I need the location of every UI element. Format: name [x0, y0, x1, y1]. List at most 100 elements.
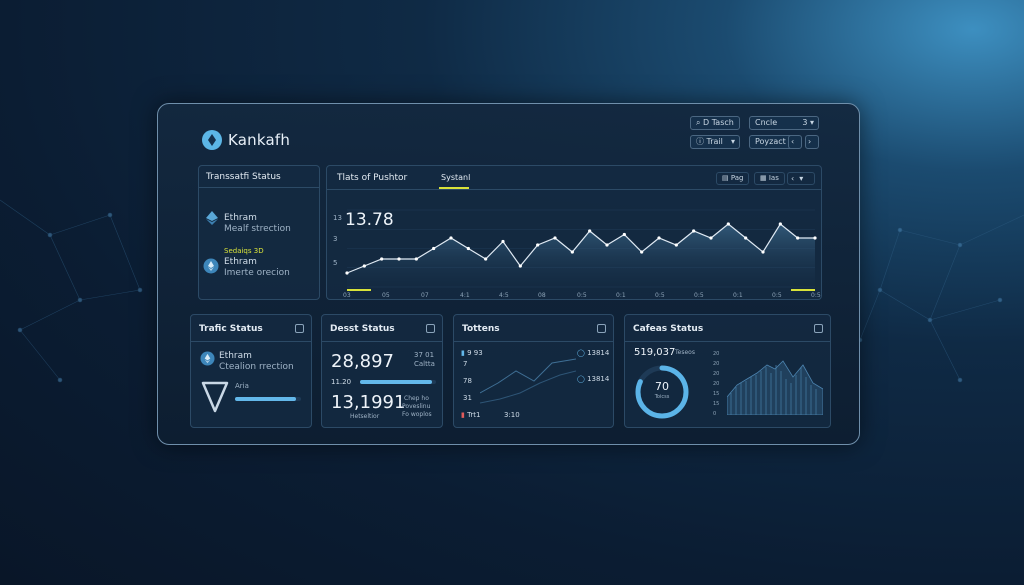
data-point	[657, 236, 661, 240]
search-button[interactable]: ⌕ D Tasch	[690, 116, 740, 130]
data-point	[432, 246, 436, 251]
ias-button[interactable]: ▦ Ias	[754, 172, 785, 185]
card-header	[199, 166, 319, 188]
x-tick-label: 4:1	[460, 292, 470, 299]
tokens-label: ▮ 9 93	[461, 349, 483, 357]
cncle-label: Cncle	[755, 118, 778, 127]
tokens-card: Tottens ▮ 9 93 7 78 31 ◯ 13814 ◯ 13814 ▮…	[453, 314, 614, 428]
dest-value-sub: Hetseltior	[350, 413, 380, 420]
tokens-line-chart	[480, 358, 576, 404]
cards-total: 519,037	[634, 347, 676, 358]
tokens-legend: ◯ 13814	[577, 375, 610, 383]
brand-logo-icon	[202, 130, 222, 150]
pag-label: Pag	[730, 174, 744, 182]
card-title: Cafeas Status	[633, 324, 704, 334]
chart-nav[interactable]: ‹ ▾	[787, 172, 815, 185]
dest-side-note: Chep ho	[404, 395, 429, 402]
data-point	[778, 222, 782, 226]
card-title: Trafic Status	[199, 324, 263, 334]
chevron-left-icon: ‹	[791, 137, 795, 146]
card-title: Transsatfi Status	[206, 172, 281, 182]
circle-icon: ◯	[577, 375, 588, 383]
x-tick-label: 0:5	[577, 292, 587, 299]
cards-y-axis: 20 20 20 20 15 15 0	[713, 351, 725, 417]
cncle-value: 3 ▾	[802, 118, 814, 127]
data-point	[570, 250, 574, 254]
data-point	[484, 257, 488, 261]
x-tick-label: 0:5	[811, 292, 821, 299]
tab-pushtor[interactable]: Tlats of Pushtor	[337, 173, 408, 183]
dest-status-card: Desst Status 28,897 37 01 Caltta 11.20 1…	[321, 314, 443, 428]
y-tick: 13	[333, 214, 342, 222]
tokens-label: 31	[463, 394, 472, 402]
y-tick-label: 0	[713, 411, 717, 417]
trail-dropdown[interactable]: ⓘ Trail ▾	[690, 135, 740, 149]
donut-sub: Toicss	[654, 394, 670, 400]
chevron-down-icon[interactable]: ▾	[799, 174, 804, 183]
chevron-left-icon[interactable]: ‹	[791, 174, 795, 183]
traffic-status-card: Trafic Status Ethram Ctealion rrection A…	[190, 314, 312, 428]
chart-current-value: 13.78	[345, 210, 394, 230]
dest-side-note: Fo woplos	[402, 411, 432, 418]
x-tick-label: 4:5	[499, 292, 509, 299]
data-point	[362, 264, 366, 268]
brand-name: Kankafh	[228, 131, 291, 149]
data-point	[518, 264, 522, 268]
data-point	[796, 236, 800, 240]
cards-total-sub: Teseos	[675, 349, 695, 356]
asset-name: Ethram	[224, 213, 257, 223]
asset-sub: Ctealion rrection	[219, 362, 294, 372]
page-icon: ▤	[722, 174, 731, 182]
card-title: Tottens	[462, 324, 500, 334]
data-point	[744, 236, 748, 240]
tokens-label: 7	[463, 360, 468, 368]
shield-icon	[201, 381, 229, 413]
series-line	[346, 223, 815, 274]
dest-side-label: Caltta	[414, 360, 435, 368]
range-marker[interactable]	[791, 289, 815, 291]
expand-icon[interactable]	[426, 324, 435, 333]
data-point	[674, 243, 678, 247]
tokens-label: 78	[463, 377, 472, 385]
data-point	[692, 229, 696, 233]
traffic-progress-fill	[235, 397, 296, 401]
x-tick-label: 0:5	[694, 292, 704, 299]
divider	[625, 341, 830, 342]
dest-side-note: Poveslinu	[402, 403, 431, 410]
y-tick-label: 15	[713, 401, 720, 407]
dest-progress-fill	[360, 380, 433, 384]
range-marker[interactable]	[347, 289, 371, 291]
divider	[454, 341, 613, 342]
y-tick: 3	[333, 235, 338, 243]
cards-bar-area-chart	[727, 360, 823, 415]
ethereum-coin-icon	[203, 258, 219, 274]
y-tick-label: 20	[713, 371, 720, 377]
transaction-status-card: Transsatfi Status Ethram Mealf strection…	[198, 165, 320, 300]
card-title: Desst Status	[330, 324, 395, 334]
next-button[interactable]: ›	[805, 135, 819, 149]
expand-icon[interactable]	[597, 324, 606, 333]
cncle-dropdown[interactable]: Cncle 3 ▾	[749, 116, 819, 130]
expand-icon[interactable]	[814, 324, 823, 333]
prev-button[interactable]: ‹	[788, 135, 802, 149]
data-point	[640, 250, 644, 254]
dest-side-value: 37 01	[414, 351, 435, 359]
dashboard-panel: Kankafh ⌕ D Tasch ⓘ Trail ▾ Cncle 3 ▾ Po…	[157, 103, 860, 445]
tokens-footer: ▮ Trt1	[461, 411, 481, 419]
tokens-legend: ◯ 13814	[577, 349, 610, 357]
tab-system[interactable]: Systanl	[441, 173, 471, 182]
data-point	[414, 257, 418, 261]
asset-tag: Sedaiqs 3D	[224, 247, 264, 255]
x-tick-label: 07	[421, 292, 429, 299]
pag-button[interactable]: ▤ Pag	[716, 172, 750, 185]
dest-value-secondary: 13,1991	[331, 392, 406, 413]
data-point	[588, 229, 592, 233]
donut-chart	[635, 365, 689, 419]
active-tab-indicator	[439, 187, 469, 189]
data-point	[761, 250, 765, 254]
y-tick-label: 20	[713, 381, 720, 387]
donut-fill	[635, 365, 689, 419]
chevron-right-icon: ›	[808, 137, 812, 146]
x-tick-label: 0:5	[655, 292, 665, 299]
expand-icon[interactable]	[295, 324, 304, 333]
